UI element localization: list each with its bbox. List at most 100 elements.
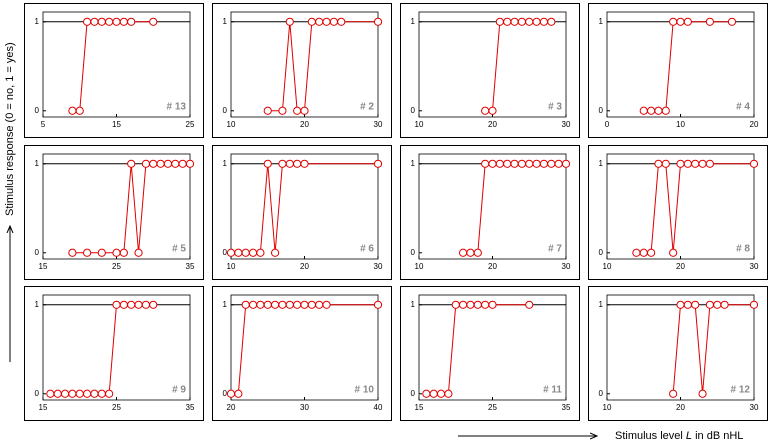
data-point (749, 159, 759, 168)
data-point (234, 248, 243, 257)
data-point (53, 389, 62, 398)
plot-frame (230, 153, 379, 260)
data-point (293, 300, 302, 309)
data-point (263, 300, 272, 309)
data-point (639, 248, 648, 257)
data-point (248, 300, 258, 309)
data-point (495, 17, 504, 26)
data-point (444, 389, 453, 398)
data-point (226, 248, 236, 257)
y-tick-label: 0 (223, 389, 228, 398)
data-point (539, 159, 549, 168)
x-tick-label: 20 (488, 262, 497, 271)
data-point (691, 159, 700, 168)
x-tick-label: 10 (603, 262, 612, 271)
data-point (373, 300, 383, 309)
data-point (705, 17, 715, 26)
data-point (373, 159, 383, 168)
data-point (532, 159, 541, 168)
data-point (271, 248, 280, 257)
y-tick-label: 1 (35, 17, 40, 26)
panel-frame (588, 3, 768, 138)
x-tick-label: 10 (603, 403, 612, 412)
y-tick-label: 0 (223, 106, 228, 115)
panel-label: # 3 (548, 102, 562, 113)
data-point (517, 17, 527, 26)
x-tick-label: 20 (750, 120, 759, 129)
y-tick-label: 1 (411, 159, 416, 168)
panel-frame (400, 3, 580, 138)
panel-frame (24, 3, 204, 138)
data-point (561, 159, 571, 168)
x-tick-label: 20 (300, 262, 309, 271)
data-point (683, 159, 692, 168)
panel-label: # 11 (543, 385, 562, 396)
panel-label: # 13 (167, 102, 187, 113)
plot-frame (606, 11, 755, 118)
data-point (105, 17, 114, 26)
data-point (322, 17, 331, 26)
x-label-part: in dB nHL (692, 430, 743, 442)
data-point (97, 17, 106, 26)
data-point (473, 248, 482, 257)
data-point (97, 389, 106, 398)
series-line (231, 304, 378, 395)
data-point (547, 17, 556, 26)
x-tick-label: 15 (415, 403, 424, 412)
data-point (271, 300, 280, 309)
data-point (495, 159, 504, 168)
x-tick-label: 40 (374, 403, 383, 412)
series-line (267, 21, 378, 112)
y-tick-label: 1 (35, 300, 40, 309)
data-point (178, 159, 187, 168)
data-point (705, 300, 715, 309)
panel-frame (212, 3, 392, 138)
x-tick-label: 0 (605, 120, 610, 129)
panel-frame (212, 286, 392, 421)
series-line (672, 304, 754, 394)
series-line (72, 21, 154, 112)
y-tick-label: 0 (35, 248, 40, 257)
data-point (90, 389, 99, 398)
data-point (156, 159, 165, 168)
data-point (300, 106, 309, 115)
data-point (278, 106, 287, 115)
data-point (481, 300, 490, 309)
data-point (691, 300, 700, 309)
plot-frame (418, 11, 567, 118)
data-point (241, 248, 250, 257)
x-tick-label: 10 (227, 262, 236, 271)
y-tick-label: 0 (599, 248, 604, 257)
panel: 0 1 10 20 30# 3 (400, 3, 580, 138)
data-point (525, 159, 534, 168)
x-tick-label: 30 (374, 120, 383, 129)
data-point (322, 300, 331, 309)
data-point (727, 17, 737, 26)
data-point (134, 248, 143, 257)
data-point (75, 389, 84, 398)
data-point (422, 389, 431, 398)
data-point (481, 159, 490, 168)
panel-label: # 10 (355, 385, 375, 396)
x-tick-label: 20 (488, 120, 497, 129)
data-point (503, 17, 512, 26)
x-tick-label: 25 (488, 403, 497, 412)
data-point (171, 159, 180, 168)
data-point (278, 300, 287, 309)
data-point (141, 300, 150, 309)
x-tick-label: 30 (562, 262, 571, 271)
panel-label: # 2 (360, 102, 374, 113)
series-line (72, 163, 190, 254)
x-tick-label: 35 (186, 403, 195, 412)
data-point (127, 159, 136, 168)
data-point (676, 300, 685, 309)
data-point (669, 248, 678, 257)
data-point (119, 248, 128, 257)
data-point (141, 159, 150, 168)
panel: 0 1 15 25 35# 9 (24, 286, 204, 421)
series-line (50, 304, 154, 395)
x-tick-label: 35 (186, 262, 195, 271)
panel: 0 1 10 20 30# 7 (400, 145, 580, 280)
data-point (713, 300, 722, 309)
x-tick-label: 10 (227, 120, 236, 129)
